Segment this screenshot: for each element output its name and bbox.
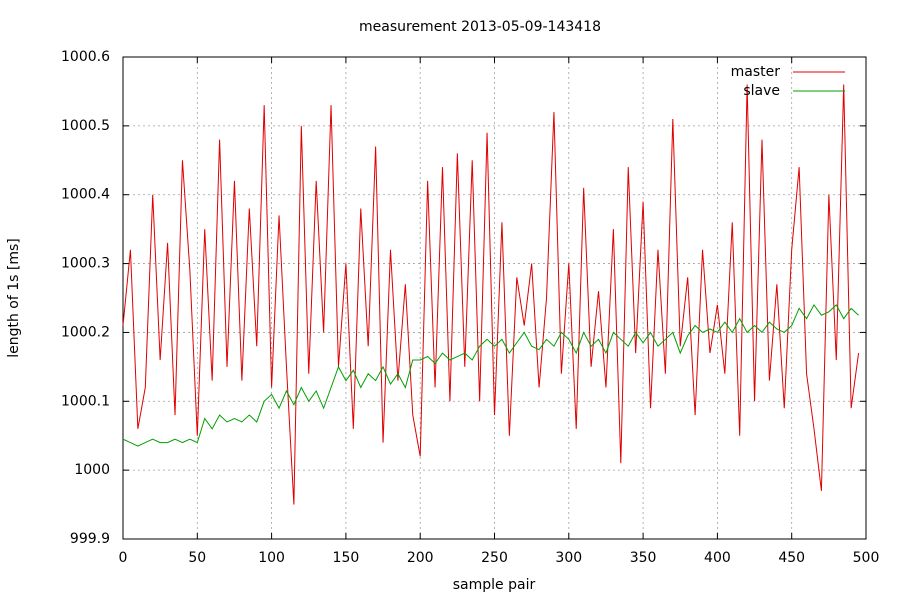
legend-label: master	[731, 64, 781, 80]
y-axis-label: length of 1s [ms]	[6, 238, 22, 358]
series-line	[122, 303, 859, 447]
x-tick-label: 50	[188, 550, 206, 566]
x-tick-label: 100	[258, 550, 285, 566]
y-tick-label: 1000.5	[61, 118, 110, 134]
x-tick-label: 400	[704, 550, 731, 566]
x-tick-label: 200	[407, 550, 434, 566]
y-tick-label: 999.9	[70, 531, 110, 547]
x-tick-label: 0	[119, 550, 128, 566]
legend-label: slave	[743, 83, 780, 99]
x-tick-label: 350	[630, 550, 657, 566]
x-tick-label: 150	[333, 550, 360, 566]
y-tick-label: 1000.6	[61, 49, 110, 65]
x-tick-label: 450	[778, 550, 805, 566]
plot-frame	[122, 56, 867, 540]
x-axis-label: sample pair	[453, 577, 536, 593]
y-tick-label: 1000.4	[61, 187, 110, 203]
y-tick-label: 1000	[74, 462, 110, 478]
y-tick-label: 1000.1	[61, 393, 110, 409]
chart-title: measurement 2013-05-09-143418	[359, 19, 601, 35]
x-tick-label: 300	[555, 550, 582, 566]
y-tick-label: 1000.2	[61, 324, 110, 340]
series-line	[122, 84, 860, 505]
x-tick-label: 250	[481, 550, 508, 566]
x-tick-label: 500	[853, 550, 880, 566]
y-tick-label: 1000.3	[61, 256, 110, 272]
